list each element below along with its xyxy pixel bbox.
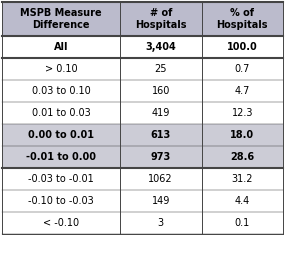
Text: % of
Hospitals: % of Hospitals bbox=[217, 8, 268, 30]
Text: 0.01 to 0.03: 0.01 to 0.03 bbox=[32, 108, 90, 118]
Text: 3,404: 3,404 bbox=[145, 42, 176, 52]
Text: 0.7: 0.7 bbox=[235, 64, 250, 74]
Text: 3: 3 bbox=[158, 218, 164, 228]
Text: -0.03 to -0.01: -0.03 to -0.01 bbox=[28, 174, 94, 184]
Text: 4.4: 4.4 bbox=[235, 196, 250, 206]
Text: -0.01 to 0.00: -0.01 to 0.00 bbox=[26, 152, 96, 162]
Text: 28.6: 28.6 bbox=[230, 152, 254, 162]
Text: 149: 149 bbox=[152, 196, 170, 206]
Bar bbox=[2, 80, 283, 102]
Bar bbox=[2, 2, 120, 36]
Text: < -0.10: < -0.10 bbox=[43, 218, 79, 228]
Bar bbox=[120, 2, 201, 36]
Bar bbox=[2, 168, 283, 190]
Text: # of
Hospitals: # of Hospitals bbox=[135, 8, 186, 30]
Text: 0.00 to 0.01: 0.00 to 0.01 bbox=[28, 130, 94, 140]
Text: 100.0: 100.0 bbox=[227, 42, 258, 52]
Text: 31.2: 31.2 bbox=[231, 174, 253, 184]
Text: -0.10 to -0.03: -0.10 to -0.03 bbox=[28, 196, 94, 206]
Bar bbox=[2, 58, 283, 80]
Text: > 0.10: > 0.10 bbox=[45, 64, 77, 74]
Bar bbox=[2, 146, 283, 168]
Bar bbox=[2, 36, 283, 58]
Bar bbox=[2, 190, 283, 212]
Text: 160: 160 bbox=[152, 86, 170, 96]
Text: All: All bbox=[54, 42, 68, 52]
Text: 613: 613 bbox=[151, 130, 171, 140]
Text: 0.1: 0.1 bbox=[235, 218, 250, 228]
Bar bbox=[201, 2, 283, 36]
Text: 4.7: 4.7 bbox=[235, 86, 250, 96]
Text: MSPB Measure
Difference: MSPB Measure Difference bbox=[20, 8, 102, 30]
Text: 25: 25 bbox=[154, 64, 167, 74]
Bar bbox=[2, 212, 283, 234]
Text: 18.0: 18.0 bbox=[230, 130, 254, 140]
Bar bbox=[2, 102, 283, 124]
Text: 973: 973 bbox=[151, 152, 171, 162]
Text: 12.3: 12.3 bbox=[231, 108, 253, 118]
Text: 1062: 1062 bbox=[148, 174, 173, 184]
Text: 0.03 to 0.10: 0.03 to 0.10 bbox=[32, 86, 90, 96]
Bar bbox=[2, 124, 283, 146]
Text: 419: 419 bbox=[152, 108, 170, 118]
